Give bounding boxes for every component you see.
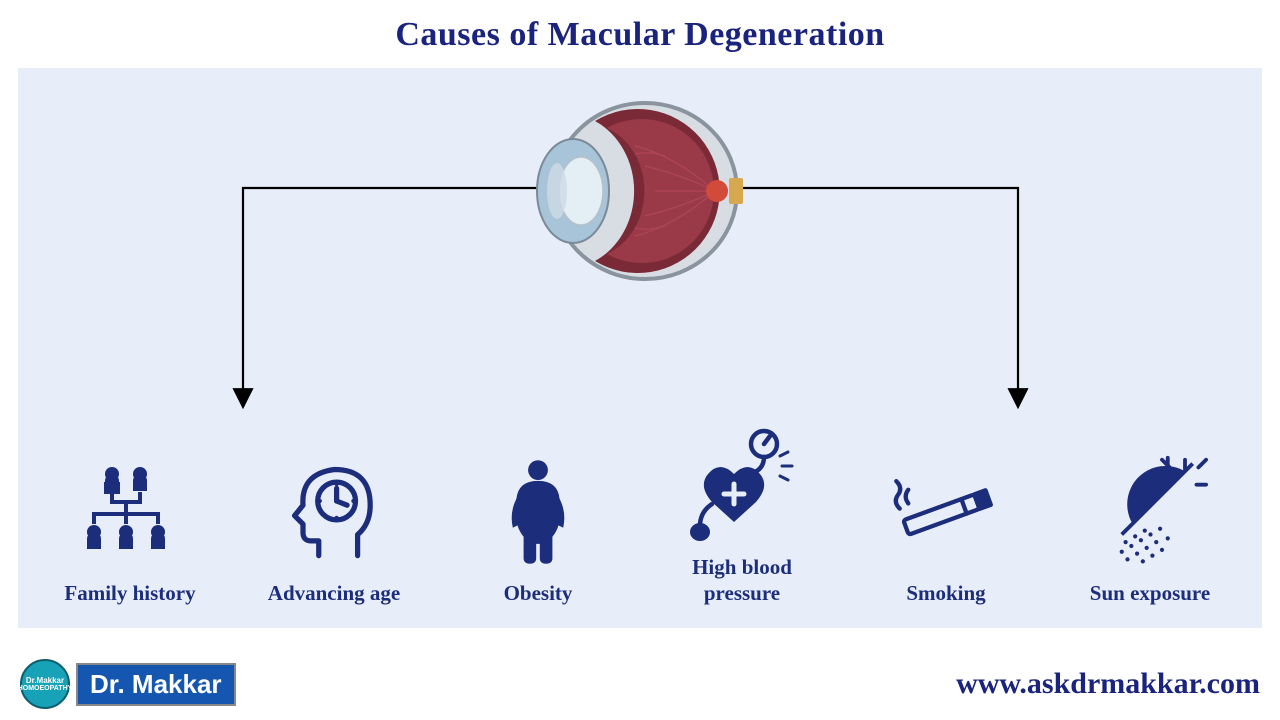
eye-cross-section <box>535 96 745 286</box>
logo-badge: Dr. Makkar <box>76 663 236 706</box>
page-title: Causes of Macular Degeneration <box>0 0 1280 68</box>
logo-group: Dr.Makkar HOMOEOPATHY Dr. Makkar <box>20 659 236 709</box>
logo-round-line1: Dr.Makkar <box>26 677 64 685</box>
footer: Dr.Makkar HOMOEOPATHY Dr. Makkar www.ask… <box>0 648 1280 720</box>
logo-round-line2: HOMOEOPATHY <box>18 685 73 692</box>
diagram-panel: Family history <box>18 68 1262 628</box>
website-url: www.askdrmakkar.com <box>956 667 1260 701</box>
logo-round-icon: Dr.Makkar HOMOEOPATHY <box>20 659 70 709</box>
